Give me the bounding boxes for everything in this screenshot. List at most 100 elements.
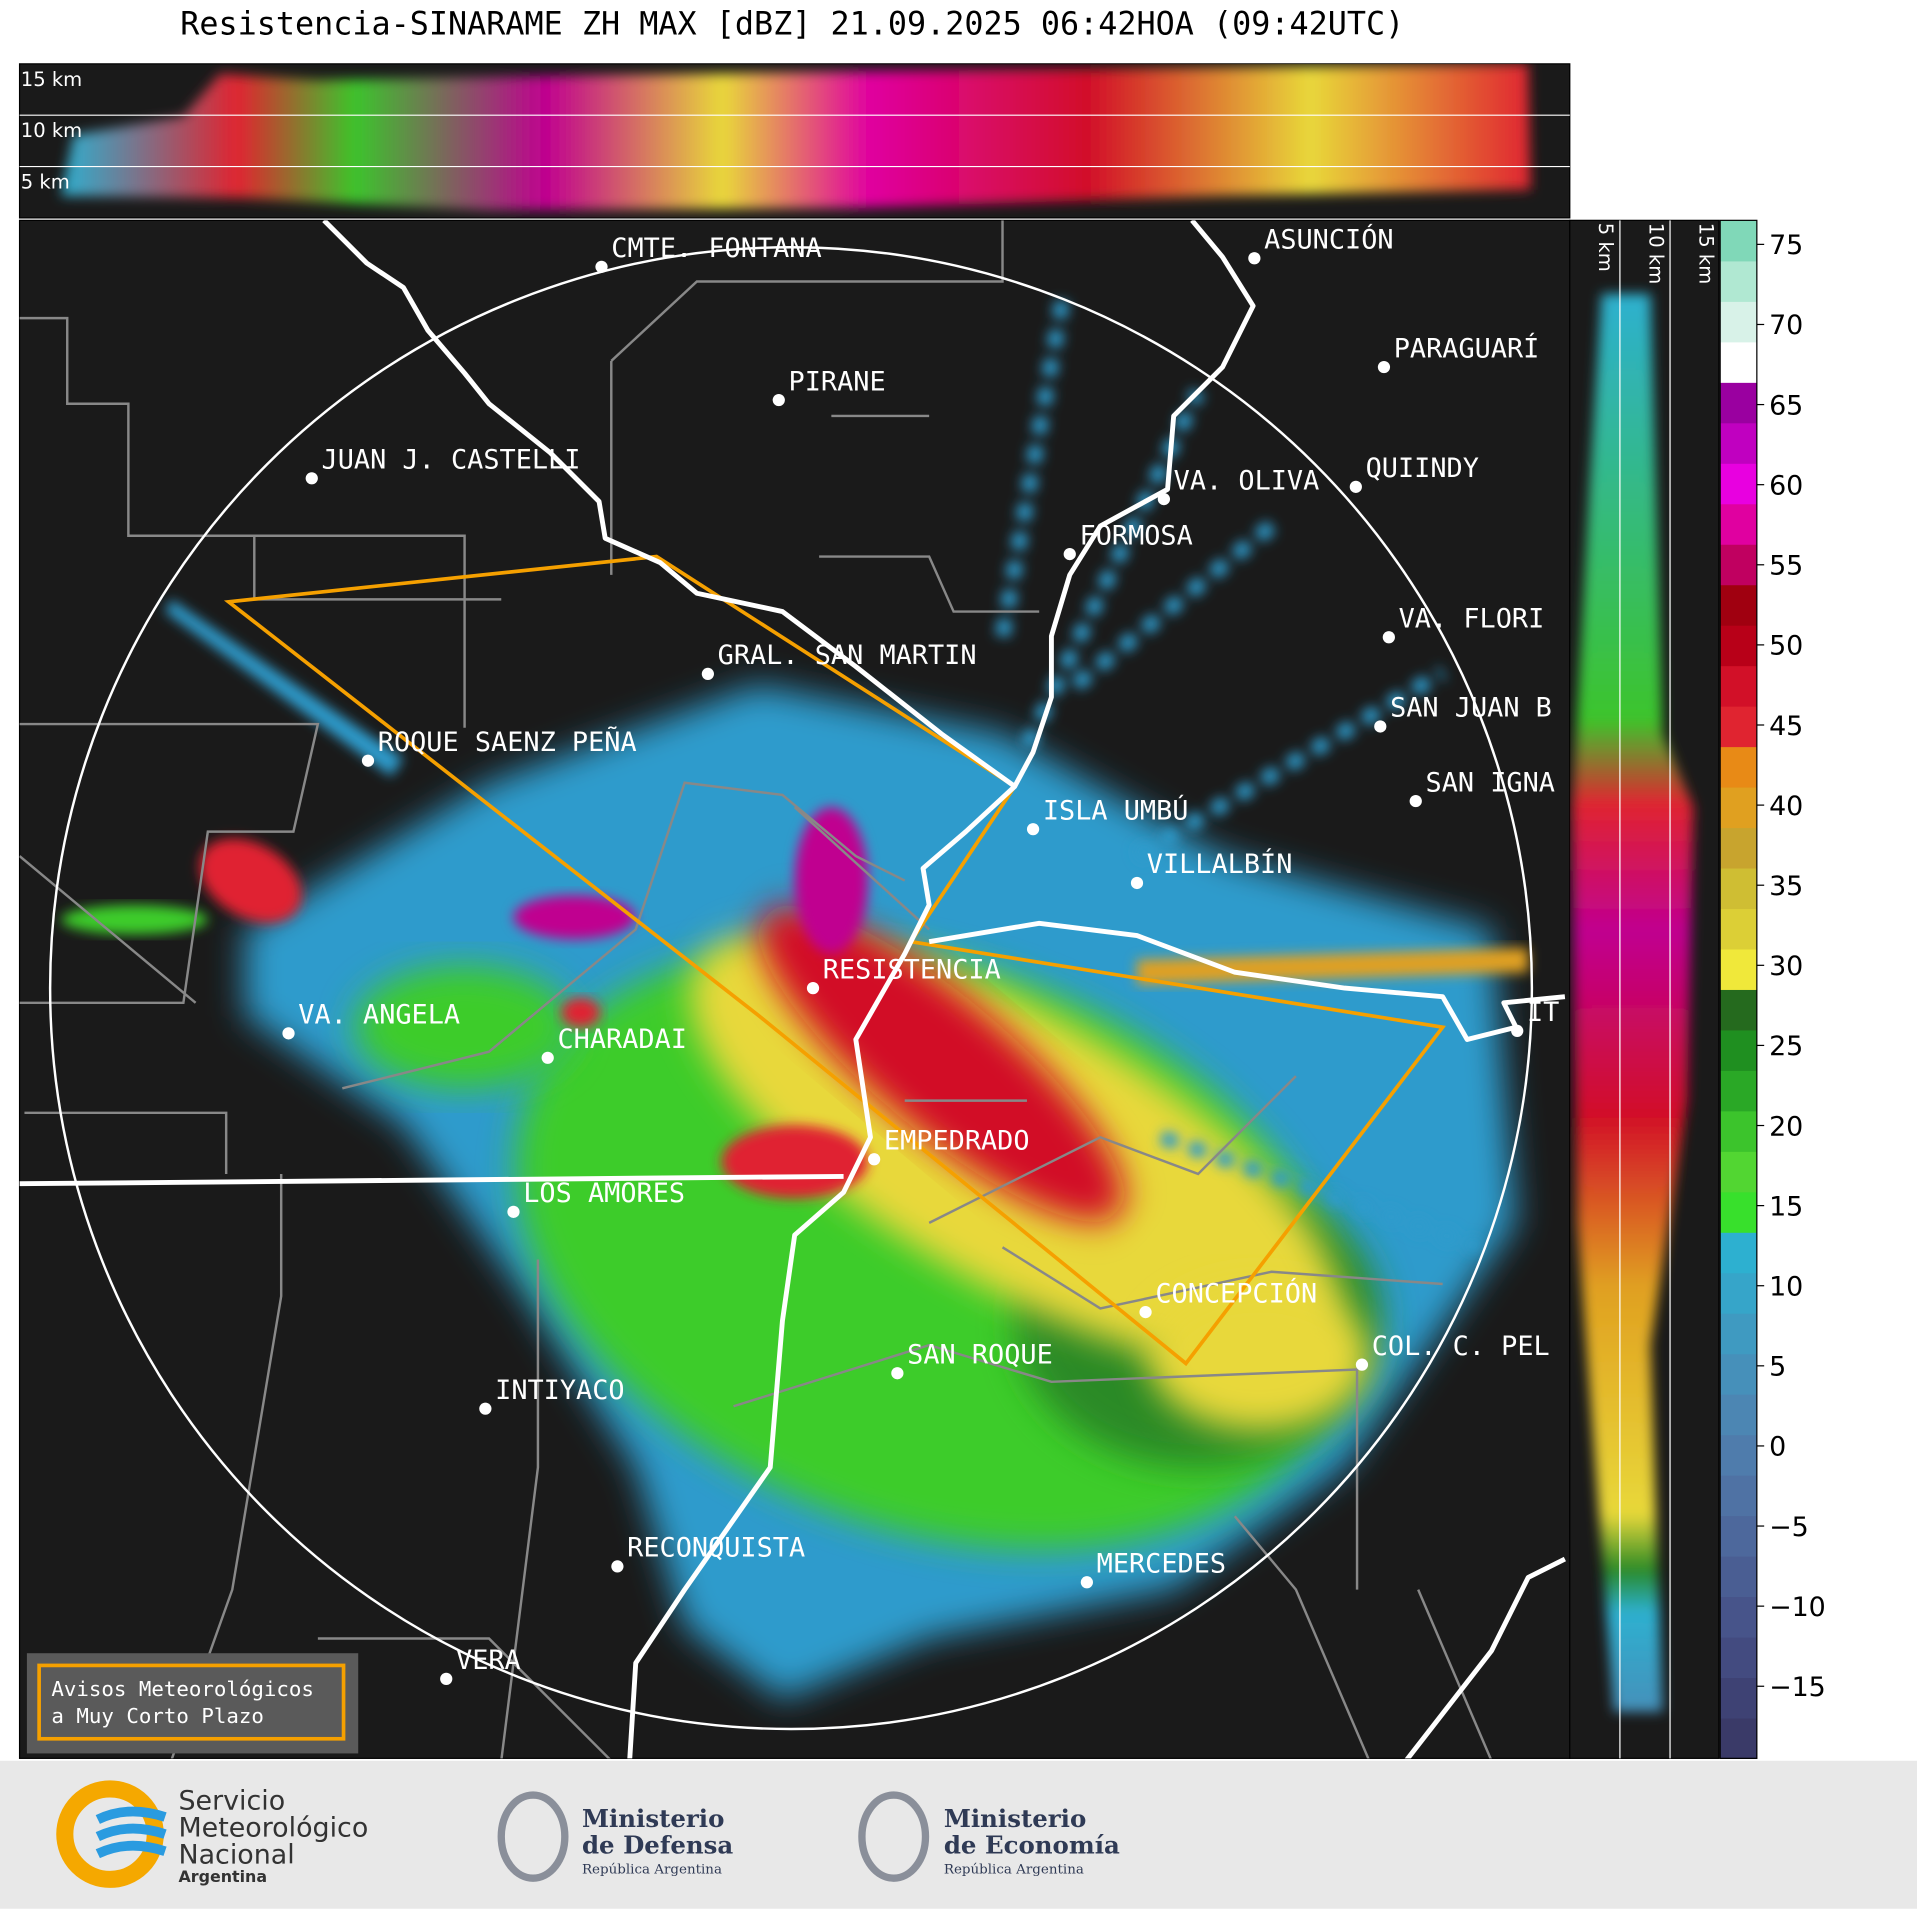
- color-band: [1720, 1313, 1757, 1355]
- colorbar-tick-label: 45: [1769, 711, 1803, 742]
- colorbar-tick-label: 55: [1769, 551, 1803, 582]
- footer-bg: [0, 1760, 1917, 1909]
- height-label: 5 km: [1594, 223, 1617, 272]
- colorbar-tick-label: 20: [1769, 1111, 1803, 1142]
- colorbar-tick-label: 15: [1769, 1191, 1803, 1222]
- height-label: 15 km: [1694, 223, 1717, 284]
- colorbar-tick-label: 5: [1769, 1352, 1786, 1383]
- city-marker: [1026, 823, 1040, 836]
- city-label: CMTE. FONTANA: [611, 233, 821, 264]
- color-band: [1720, 1191, 1757, 1233]
- box-bg: [26, 1653, 359, 1754]
- color-band: [1720, 989, 1757, 1031]
- defensa-logo: Ministerio de Defensa República Argentin…: [497, 1791, 733, 1882]
- color-band: [1720, 1151, 1757, 1193]
- logo-text: Argentina: [178, 1867, 267, 1886]
- city-label: CHARADAI: [557, 1024, 686, 1055]
- city-marker: [806, 982, 820, 995]
- city-label: COL. C. PEL: [1372, 1331, 1550, 1362]
- color-band: [1720, 422, 1757, 464]
- echo: [61, 63, 1531, 211]
- city-marker: [1248, 252, 1261, 265]
- color-band: [1720, 706, 1757, 748]
- logo-text: Meteorológico: [178, 1813, 368, 1844]
- city-marker: [891, 1367, 904, 1380]
- city-marker: [595, 260, 608, 273]
- city-label: RECONQUISTA: [627, 1533, 805, 1564]
- color-band: [1720, 867, 1757, 910]
- city-label: FORMOSA: [1080, 520, 1193, 551]
- city-marker: [541, 1051, 554, 1064]
- city-label: RESISTENCIA: [823, 954, 1001, 985]
- echo: [1572, 293, 1694, 1712]
- warning-box: Avisos Meteorológicos a Muy Corto Plazo: [26, 1653, 359, 1754]
- color-band: [1720, 1475, 1757, 1517]
- colorbar-tick-label: 25: [1769, 1031, 1803, 1062]
- city-marker: [440, 1672, 453, 1685]
- title: Resistencia-SINARAME ZH MAX [dBZ] 21.09.…: [180, 7, 1404, 43]
- color-band: [1720, 1232, 1757, 1274]
- height-label: 5 km: [21, 171, 70, 194]
- colorbar-tick-label: 75: [1769, 230, 1803, 261]
- color-band: [1720, 625, 1757, 667]
- city-label: PIRANE: [789, 366, 886, 397]
- city-label: ISLA UMBÚ: [1043, 794, 1189, 826]
- height-label: 10 km: [21, 119, 82, 142]
- footer: Servicio Meteorológico Nacional Argentin…: [56, 1780, 1120, 1888]
- colorbar-tick-label: 30: [1769, 951, 1803, 982]
- logo-text: de Defensa: [582, 1831, 733, 1860]
- color-band: [1720, 260, 1757, 302]
- city-label: SAN IGNA: [1426, 767, 1555, 798]
- city-marker: [1157, 492, 1171, 506]
- city-label: ASUNCIÓN: [1264, 223, 1393, 255]
- color-band: [1720, 1636, 1757, 1679]
- colorbar-tick-label: 65: [1769, 390, 1803, 421]
- box-line: a Muy Corto Plazo: [51, 1704, 264, 1728]
- color-band: [1720, 786, 1757, 829]
- city-marker: [1511, 1024, 1524, 1038]
- top-cross-section: 15 km 10 km 5 km: [18, 63, 1571, 219]
- colorbar-tick-label: 0: [1769, 1432, 1786, 1463]
- city-marker: [1382, 631, 1395, 644]
- city-marker: [1409, 794, 1422, 808]
- city-marker: [611, 1560, 624, 1573]
- warning-polygon: [223, 554, 1446, 1367]
- logo-text: de Economía: [944, 1831, 1120, 1860]
- colorbar-tick-label: 60: [1769, 470, 1803, 501]
- city-marker: [1377, 360, 1391, 374]
- city-label: VILLALBÍN: [1147, 848, 1293, 880]
- city-label: VA. FLORI: [1399, 603, 1545, 634]
- side-cross-section: 5 km 10 km 15 km: [1569, 219, 1720, 1759]
- map: CMTE. FONTANA ASUNCIÓN PIRANE PARAGUARÍ JUAN…: [18, 219, 1571, 1759]
- color-band: [1720, 341, 1757, 383]
- color-band: [1720, 1110, 1757, 1152]
- smn-logo: Servicio Meteorológico Nacional Argentin…: [56, 1780, 368, 1888]
- city-label: SAN JUAN B: [1390, 693, 1552, 724]
- city-marker: [1349, 480, 1362, 493]
- radar-echoes: [61, 292, 1529, 1700]
- city-label: IT: [1527, 997, 1559, 1028]
- city-marker: [305, 472, 318, 485]
- color-band: [1720, 1394, 1757, 1436]
- city-marker: [772, 393, 785, 407]
- color-band: [1720, 1717, 1757, 1759]
- color-band: [1720, 463, 1757, 505]
- city-label: LOS AMORES: [523, 1178, 685, 1209]
- height-label: 10 km: [1644, 223, 1667, 284]
- color-band: [1720, 220, 1757, 262]
- city-label: INTIYACO: [495, 1375, 624, 1406]
- color-band: [1720, 1555, 1757, 1598]
- colorbar-tick-label: 50: [1769, 631, 1803, 662]
- color-band: [1720, 503, 1757, 545]
- city-marker: [361, 754, 375, 767]
- city-label: VA. ANGELA: [298, 1000, 460, 1031]
- city-label: VA. OLIVA: [1174, 465, 1320, 496]
- city-label: PARAGUARÍ: [1394, 332, 1540, 364]
- color-band: [1720, 1353, 1757, 1395]
- economia-logo: Ministerio de Economía República Argenti…: [858, 1791, 1120, 1882]
- logo-text: Servicio: [178, 1786, 285, 1817]
- colorbar-tick-label: −10: [1769, 1592, 1826, 1623]
- city-label: QUIINDY: [1366, 453, 1479, 484]
